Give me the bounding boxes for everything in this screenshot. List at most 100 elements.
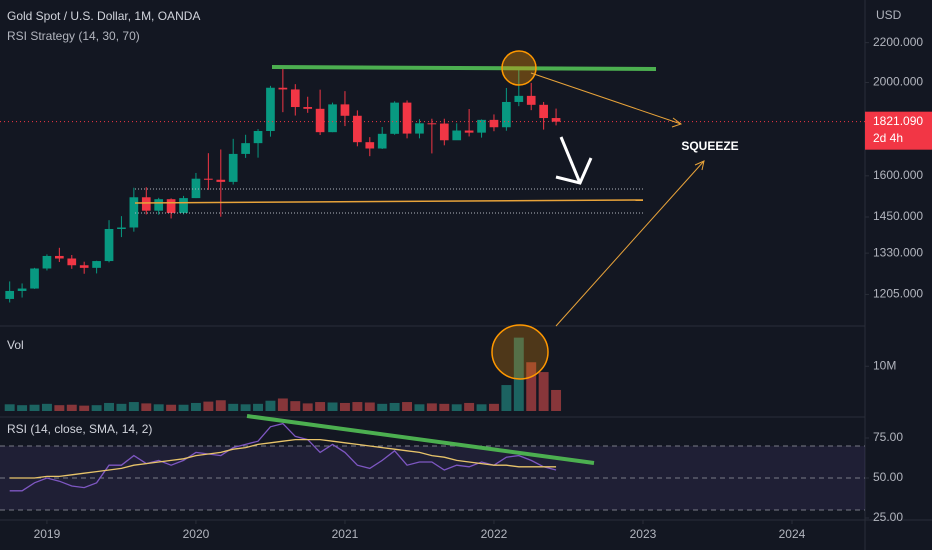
candle-body [117,227,126,229]
rsi-line [9,438,557,479]
candle-body [551,118,561,122]
divergence-line [246,414,595,465]
volume-bar [339,402,350,411]
candle-body [502,101,511,128]
volume-bar [116,403,127,411]
y-tick-label: 25.00 [873,510,903,524]
volume-bar [439,403,450,411]
x-tick-label: 2019 [34,527,61,541]
volume-bar [79,405,90,411]
candle-body [328,104,337,133]
x-tick-label: 2021 [332,527,359,541]
rsi-title: RSI (14, close, SMA, 14, 2) [7,422,152,436]
candle-body [514,95,524,102]
support-line [134,199,644,204]
candle-body [377,133,387,149]
volume-bar [153,404,164,411]
volume-bar [526,362,537,411]
candle-body [179,198,188,213]
candle-body [241,143,250,154]
volume-bar [489,403,499,411]
x-tick-label: 2020 [183,527,210,541]
candle-body [278,87,288,90]
volume-bar [290,401,301,411]
highlight-ellipse [491,324,549,380]
volume-bar [265,400,276,411]
candle-body [104,228,114,262]
candle-body [228,153,238,182]
volume-bar [104,402,114,411]
arrow-head [694,160,705,171]
volume-bar [4,404,15,411]
candle-body [489,119,499,128]
volume-bar [501,385,512,411]
annotation: SQUEEZE [681,139,738,153]
candle-body [204,178,213,180]
arrow [559,136,582,184]
volume-bar [364,402,375,411]
candle-body [390,102,399,134]
volume-bar [203,401,214,411]
volume-bar [315,402,326,411]
y-tick-label: 75.00 [873,430,903,444]
volume-bar [178,404,189,411]
plot-layer [0,67,865,511]
candle-body [353,115,362,143]
volume-bar [91,405,102,411]
indicator-label: RSI Strategy (14, 30, 70) [7,29,140,43]
candle-body [464,130,474,133]
highlight-circle [501,50,537,86]
arrow-head [555,157,593,185]
volume-bar [377,403,388,411]
arrow-head [671,117,683,128]
volume-bar [302,403,313,411]
x-tick-label: 2022 [481,527,508,541]
volume-bar [476,404,487,411]
candle-body [439,123,449,141]
volume-bar [277,398,288,411]
candle-body [42,255,52,269]
chart-title: Gold Spot / U.S. Dollar, 1M, OANDA [7,9,200,23]
volume-bar [253,403,264,411]
volume-bar [166,404,177,411]
candle-body [402,102,412,134]
currency-label: USD [876,8,902,22]
candle-body [365,142,375,149]
volume-bar [17,405,28,411]
x-tick-label: 2023 [630,527,657,541]
candle-body [191,178,201,199]
volume-bar [327,402,338,411]
rsi-line [9,422,557,492]
candle-body [427,123,437,125]
candle-body [266,87,275,131]
candle-body [154,199,164,211]
candle-body [166,199,176,213]
volume-bar [240,404,251,411]
volume-bar [414,404,425,411]
candle-body [526,95,536,105]
y-tick-label: 1600.000 [873,168,923,182]
candle-body [17,288,27,291]
x-tick-label: 2024 [779,527,806,541]
countdown-label: 2d 4h [873,131,903,145]
candle-body [92,261,101,268]
volume-bar [389,402,400,411]
candle-body [55,255,64,259]
volume-bar [451,404,462,411]
candle-body [303,107,313,109]
volume-title: Vol [7,338,24,352]
volume-bar [551,389,562,411]
last-price-tag [865,111,932,150]
arrow [555,160,705,327]
candle-body [79,265,89,268]
y-tick-label: 10M [873,358,896,372]
volume-bar [228,403,239,411]
candle-body [539,104,548,119]
last-price-label: 1821.090 [873,114,923,128]
candle-body [315,108,325,133]
volume-bar [141,403,152,411]
volume-bar [513,337,524,411]
candle-body [30,268,39,289]
